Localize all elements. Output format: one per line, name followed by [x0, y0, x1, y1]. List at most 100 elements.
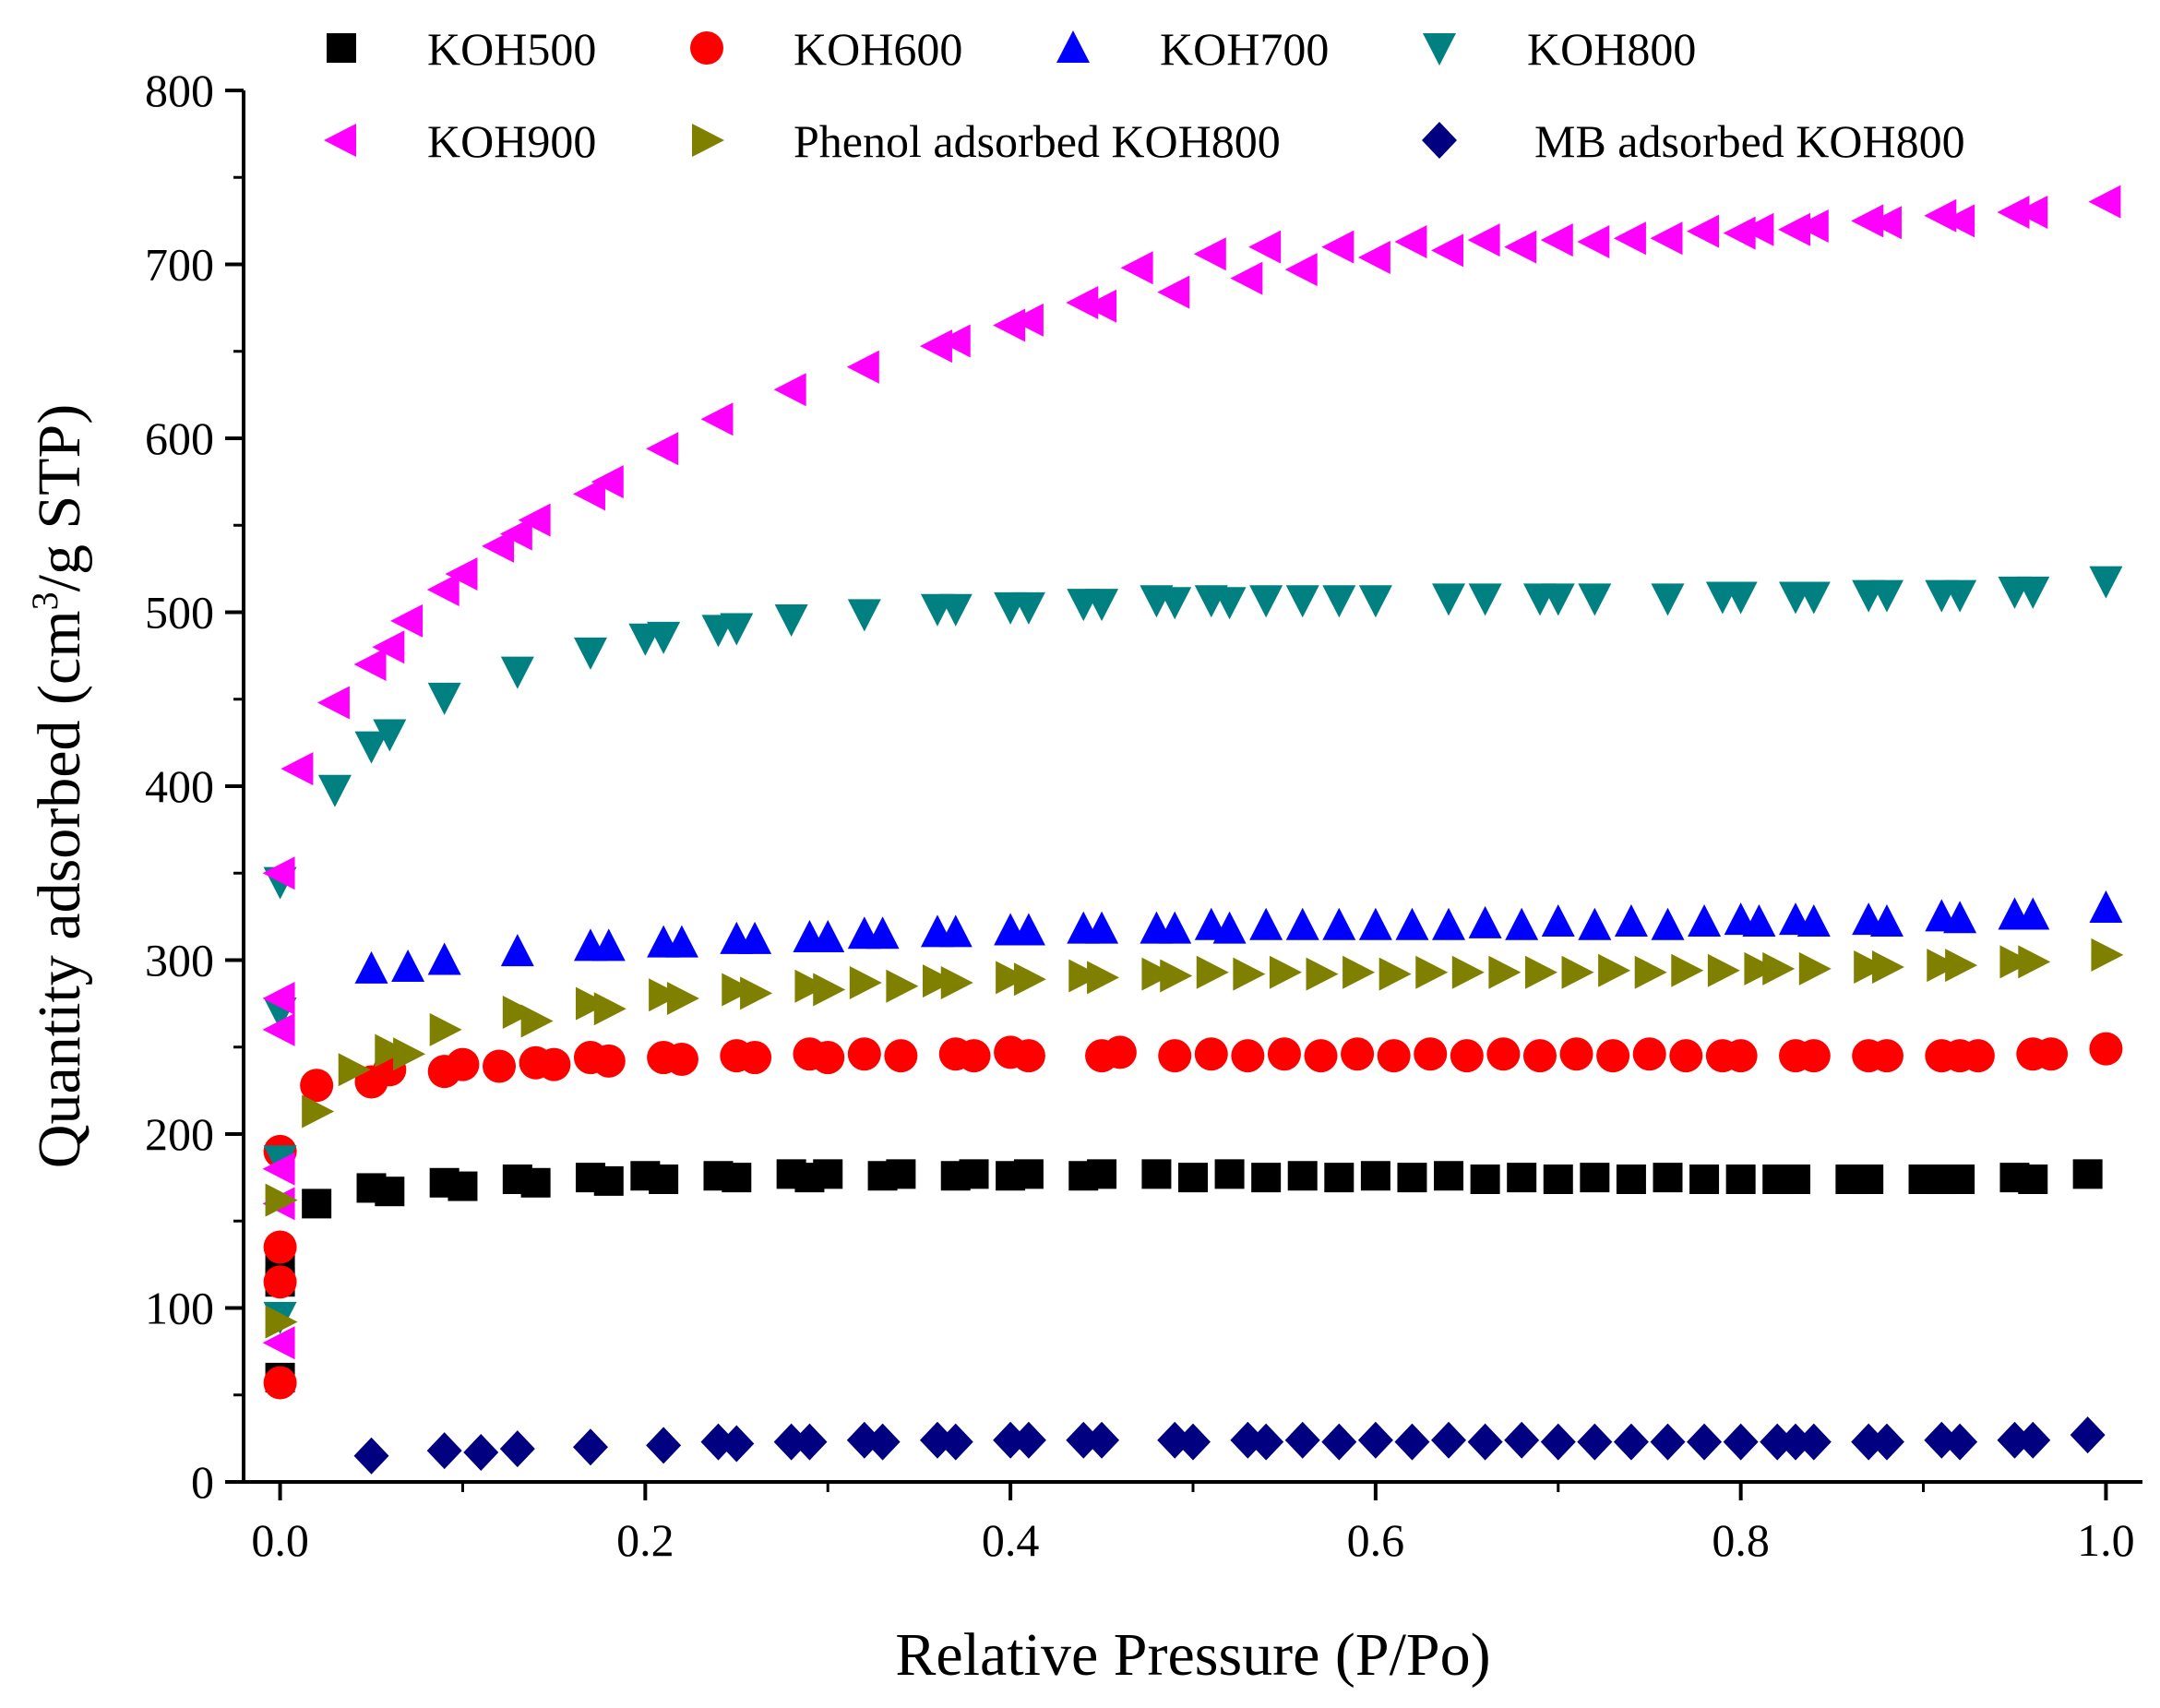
series-phenol-adsorbed-koh800 [265, 938, 2124, 1339]
data-point-koh600 [591, 1044, 626, 1078]
data-point-koh600 [2089, 1032, 2123, 1066]
data-point-koh500 [1013, 1159, 1044, 1189]
data-point-koh600 [300, 1069, 334, 1103]
legend-label: KOH900 [427, 115, 596, 167]
y-tick-label: 400 [145, 760, 214, 812]
data-point-mb-adsorbed-koh800 [1431, 1421, 1467, 1459]
legend-label: KOH800 [1527, 23, 1696, 75]
data-point-koh700 [1869, 904, 1903, 938]
data-point-phenol-adsorbed-koh800 [1306, 957, 1339, 991]
data-point-koh700 [427, 942, 461, 975]
data-point-koh800 [1158, 587, 1192, 620]
x-tick-label: 0.4 [982, 1514, 1040, 1566]
data-point-phenol-adsorbed-koh800 [922, 964, 955, 998]
data-point-koh700 [1578, 907, 1612, 940]
data-point-koh500 [1251, 1163, 1282, 1193]
data-point-koh500 [1689, 1165, 1720, 1195]
x-axis-label: Relative Pressure (P/Po) [895, 1621, 1490, 1689]
data-point-koh500 [375, 1176, 405, 1207]
data-point-koh600 [1231, 1039, 1265, 1073]
data-point-koh600 [263, 1366, 297, 1400]
data-point-koh900 [426, 572, 459, 606]
data-point-koh800 [573, 637, 607, 670]
data-point-koh800 [647, 621, 681, 654]
data-point-koh700 [738, 921, 772, 954]
data-point-koh800 [1212, 587, 1247, 620]
data-point-phenol-adsorbed-koh800 [649, 978, 682, 1012]
data-point-phenol-adsorbed-koh800 [1068, 959, 1102, 993]
data-point-phenol-adsorbed-koh800 [666, 981, 699, 1015]
legend-marker-koh800 [1423, 33, 1456, 66]
data-point-mb-adsorbed-koh800 [353, 1437, 389, 1475]
data-point-mb-adsorbed-koh800 [1504, 1421, 1540, 1459]
legend-marker-koh500 [327, 33, 356, 63]
data-point-phenol-adsorbed-koh800 [520, 1004, 554, 1038]
data-point-phenol-adsorbed-koh800 [1233, 957, 1266, 991]
data-point-koh600 [263, 1265, 297, 1299]
data-point-mb-adsorbed-koh800 [1467, 1423, 1503, 1461]
data-point-phenol-adsorbed-koh800 [1634, 955, 1667, 989]
data-point-phenol-adsorbed-koh800 [1762, 951, 1796, 985]
series-koh500 [265, 1159, 2103, 1392]
data-point-koh600 [1596, 1039, 1630, 1073]
legend-item-mb-adsorbed-koh800: MB adsorbed KOH800 [1422, 115, 1965, 167]
data-point-koh600 [884, 1039, 918, 1073]
data-point-koh700 [1468, 905, 1502, 938]
data-point-phenol-adsorbed-koh800 [265, 1305, 298, 1339]
data-point-koh600 [811, 1041, 845, 1075]
data-point-koh900 [2088, 185, 2121, 219]
data-point-phenol-adsorbed-koh800 [593, 992, 627, 1026]
x-tick-label: 1.0 [2077, 1514, 2135, 1566]
data-point-phenol-adsorbed-koh800 [265, 1183, 298, 1217]
data-point-koh600 [1158, 1039, 1192, 1073]
data-point-koh900 [1540, 223, 1573, 257]
data-point-mb-adsorbed-koh800 [1687, 1423, 1723, 1461]
data-point-koh800 [1011, 591, 1045, 625]
data-point-phenol-adsorbed-koh800 [886, 969, 919, 1003]
data-point-koh900 [262, 1012, 295, 1046]
data-point-phenol-adsorbed-koh800 [940, 966, 973, 1000]
data-point-koh900 [262, 856, 295, 890]
legend-marker-koh600 [690, 31, 723, 65]
data-point-koh900 [1613, 221, 1646, 256]
y-axis-label: Quantity adsorbed (cm3/g STP) [24, 404, 93, 1168]
data-point-koh700 [1358, 907, 1392, 940]
data-point-koh700 [1943, 901, 1977, 934]
data-point-phenol-adsorbed-koh800 [1343, 955, 1376, 989]
series-mb-adsorbed-koh800 [353, 1416, 2106, 1475]
data-point-koh600 [537, 1047, 571, 1081]
data-point-koh600 [1869, 1039, 1903, 1073]
data-point-koh600 [1194, 1037, 1228, 1071]
series-koh800 [263, 566, 2123, 1334]
y-tick-label: 700 [145, 239, 214, 291]
data-point-phenol-adsorbed-koh800 [302, 1094, 335, 1129]
y-axis-label-suffix: /g STP) [26, 404, 93, 592]
data-point-koh600 [664, 1042, 698, 1076]
data-point-koh600 [483, 1049, 517, 1083]
data-point-koh500 [1781, 1165, 1811, 1195]
data-point-koh900 [1394, 224, 1427, 258]
data-point-koh500 [722, 1163, 752, 1193]
data-point-koh600 [446, 1047, 480, 1081]
data-point-koh500 [1580, 1163, 1610, 1193]
data-point-koh700 [354, 950, 388, 984]
data-point-koh700 [500, 934, 534, 967]
data-point-koh700 [2089, 890, 2123, 923]
legend-marker-phenol-adsorbed-koh800 [692, 124, 724, 157]
data-point-koh900 [1942, 204, 1975, 238]
x-tick-label: 0.6 [1347, 1514, 1405, 1566]
data-point-phenol-adsorbed-koh800 [1854, 950, 1887, 985]
data-point-koh900 [773, 373, 806, 407]
data-point-mb-adsorbed-koh800 [572, 1428, 608, 1466]
data-point-koh800 [938, 593, 973, 627]
data-point-koh900 [700, 402, 734, 436]
data-point-koh900 [993, 308, 1026, 342]
data-point-koh700 [1085, 911, 1119, 944]
data-point-koh900 [1577, 224, 1610, 258]
data-point-koh800 [774, 604, 808, 638]
data-point-koh500 [649, 1165, 679, 1195]
data-point-koh900 [1723, 216, 1756, 250]
data-point-koh500 [1141, 1159, 1172, 1189]
data-point-koh500 [886, 1159, 916, 1189]
